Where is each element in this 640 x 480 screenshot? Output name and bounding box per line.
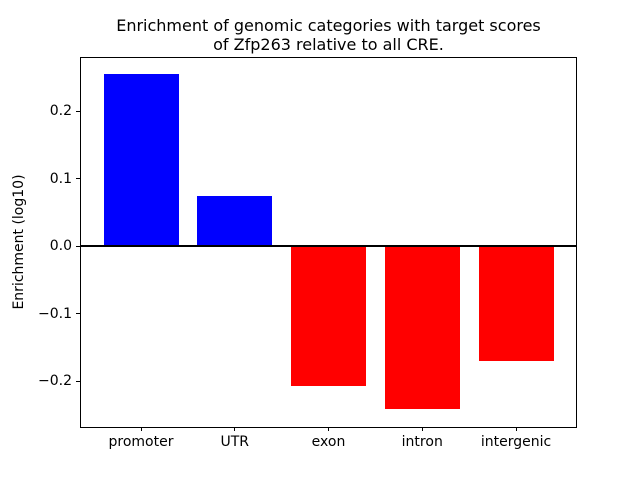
x-tick-mark xyxy=(328,427,329,431)
y-tick-label: −0.2 xyxy=(38,373,72,390)
y-tick-mark xyxy=(76,110,81,112)
bar-intron xyxy=(384,246,460,410)
y-tick-label: 0.2 xyxy=(49,103,72,120)
x-tick-label: promoter xyxy=(108,434,174,450)
x-tick-label: intron xyxy=(401,434,443,450)
bar-promoter xyxy=(103,74,179,247)
x-tick-label: UTR xyxy=(220,434,250,450)
bar-exon xyxy=(291,246,366,386)
y-tick-mark xyxy=(76,245,81,247)
bar-intergenic xyxy=(478,246,554,361)
y-tick-mark xyxy=(76,380,81,382)
y-tick-label: −0.1 xyxy=(38,305,72,322)
y-tick-mark xyxy=(76,178,81,180)
x-tick-label: exon xyxy=(311,434,346,450)
bar-UTR xyxy=(197,196,273,247)
zero-line xyxy=(81,245,576,248)
x-tick-label: intergenic xyxy=(480,434,552,450)
x-tick-mark xyxy=(421,427,423,431)
y-tick-label: 0.1 xyxy=(49,170,72,187)
x-tick-mark xyxy=(234,427,236,431)
x-tick-mark xyxy=(140,427,142,431)
chart-title: Enrichment of genomic categories with ta… xyxy=(116,16,541,54)
y-tick-label: 0.0 xyxy=(49,238,72,255)
x-tick-mark xyxy=(515,427,517,431)
y-tick-mark xyxy=(76,313,81,315)
